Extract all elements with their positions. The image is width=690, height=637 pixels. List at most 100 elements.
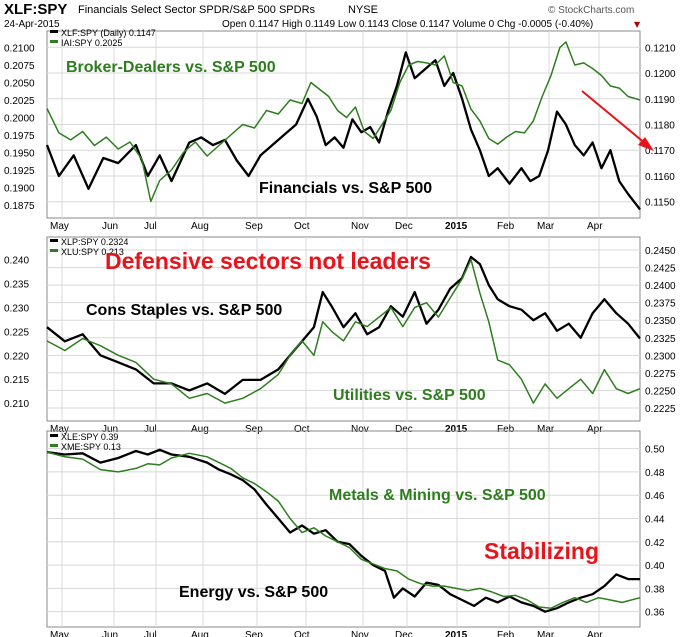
x-axis-label: Dec [395,630,413,637]
right-axis-tick: 0.2250 [645,386,676,397]
x-axis-label: Nov [351,630,369,637]
left-axis-tick: 0.1875 [4,201,35,212]
chart-annotation: Broker-Dealers vs. S&P 500 [66,59,276,76]
legend-label: IAI:SPY 0.2025 [61,38,122,48]
right-axis-tick: 0.1170 [645,146,675,157]
x-axis-label: 2015 [445,424,468,435]
x-axis-label: Oct [294,424,310,435]
x-axis-label: May [50,221,69,232]
panel-frame [46,236,641,422]
chart-panels: 0.1210 0.1200 0.1190 0.1180 0.1170 0.1160 0.11… [4,28,676,637]
chart-annotation: Cons Staples vs. S&P 500 [86,302,282,319]
series-line-green [46,258,641,404]
x-axis-label: Jul [144,630,157,637]
chart-annotation: Defensive sectors not leaders [105,248,431,274]
left-axis-tick: 0.230 [4,304,29,315]
left-axis-tick: 0.2000 [4,114,35,125]
x-axis-label: Aug [191,424,209,435]
series-line-black [46,448,640,613]
x-axis-label: Sep [245,221,263,232]
legend-label: XLP:SPY 0.2324 [61,237,128,247]
left-axis-tick: 0.220 [4,351,29,362]
left-axis-tick: 0.235 [4,280,29,291]
legend-swatch [50,30,58,33]
chart-annotation: Utilities vs. S&P 500 [333,387,486,404]
legend-swatch [50,444,58,447]
right-axis-tick: 0.48 [645,468,665,479]
right-axis-tick: 0.2425 [645,264,676,275]
symbol-title: XLF:SPY [4,1,67,18]
right-axis-tick: 0.40 [645,561,665,572]
watermark: © StockCharts.com [548,5,634,16]
legend-label: XLU:SPY 0.213 [61,247,124,257]
right-axis-tick: 0.46 [645,491,665,502]
right-axis-tick: 0.42 [645,538,665,549]
trend-arrow-line [581,90,647,145]
legend-swatch [50,40,58,43]
x-axis-label: Sep [245,630,263,637]
x-axis-label: Feb [497,424,515,435]
date-label: 24-Apr-2015 [4,19,60,30]
left-axis-tick: 0.2050 [4,79,35,90]
chart-annotation: Energy vs. S&P 500 [179,584,328,601]
panel-bottom: 0.50 0.48 0.46 0.44 0.42 0.40 0.38 0.36 XLE:SPY … [46,430,665,637]
x-axis-label: 2015 [445,630,468,637]
legend-label: XME:SPY 0.13 [61,442,121,452]
chart-annotation: Financials vs. S&P 500 [259,180,432,197]
x-axis-label: Jul [144,424,157,435]
left-axis-tick: 0.2025 [4,96,35,107]
x-axis-label: Feb [497,630,515,637]
x-axis-label: 2015 [445,221,468,232]
ohlc-readout: Open 0.1147 High 0.1149 Low 0.1143 Close… [222,19,593,30]
x-axis-label: Jul [144,221,157,232]
x-axis-label: Oct [294,221,310,232]
left-axis-tick: 0.1950 [4,149,35,160]
series-line-black [46,255,641,396]
right-axis-tick: 0.1180 [645,121,675,132]
chart-annotation: Metals & Mining vs. S&P 500 [329,487,546,504]
left-axis-tick: 0.1925 [4,166,35,177]
left-axis-tick: 0.240 [4,256,29,267]
x-axis-label: Oct [294,630,310,637]
right-axis-tick: 0.1160 [645,172,675,183]
series-line-green [46,41,641,203]
x-axis-label: Apr [587,630,603,637]
left-axis-tick: 0.210 [4,399,29,410]
right-axis-tick: 0.1200 [645,69,676,80]
right-axis-tick: 0.2375 [645,299,676,310]
x-axis-label: Jun [102,221,118,232]
x-axis-label: May [50,424,69,435]
chart-header: XLF:SPY Financials Select Sector SPDR/S&… [4,1,641,30]
left-axis-tick: 0.1975 [4,131,35,142]
right-axis-tick: 0.1210 [645,43,676,54]
panel-middle: 0.2450 0.2425 0.2400 0.2375 0.2350 0.2325 0.23… [4,236,676,435]
trend-arrow-head-icon [638,137,654,151]
left-axis-tick: 0.215 [4,375,29,386]
x-axis-label: Mar [537,630,555,637]
x-axis-label: May [50,630,69,637]
x-axis-label: Apr [587,424,603,435]
right-axis-tick: 0.36 [645,608,665,619]
series-line-black [45,51,641,211]
x-axis-label: Dec [395,424,413,435]
x-axis-label: Nov [351,221,369,232]
x-axis-label: Sep [245,424,263,435]
legend-label: XLF:SPY (Daily) 0.1147 [61,28,156,38]
right-axis-tick: 0.2450 [645,246,676,257]
x-axis-label: Aug [191,630,209,637]
legend-swatch [50,434,58,437]
legend-swatch [50,249,58,252]
right-axis-tick: 0.2350 [645,316,676,327]
right-axis-tick: 0.1190 [645,95,675,106]
x-axis-label: Apr [587,221,603,232]
exchange-label: NYSE [348,4,378,16]
right-axis-tick: 0.2275 [645,369,676,380]
right-axis-tick: 0.44 [645,515,665,526]
down-marker-icon: ▼ [634,20,641,29]
right-axis-tick: 0.2325 [645,334,676,345]
left-axis-tick: 0.1900 [4,184,35,195]
right-axis-tick: 0.2400 [645,281,676,292]
symbol-description: Financials Select Sector SPDR/S&P 500 SP… [78,4,316,16]
right-axis-tick: 0.38 [645,584,665,595]
